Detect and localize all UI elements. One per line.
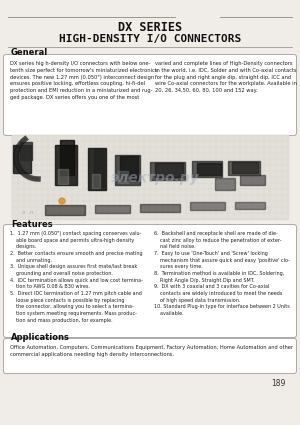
Bar [235, 202, 265, 209]
Bar [13, 145, 31, 173]
Text: HIGH-DENSITY I/O CONNECTORS: HIGH-DENSITY I/O CONNECTORS [59, 34, 241, 44]
Bar [140, 204, 180, 212]
Bar [45, 205, 85, 215]
Bar [12, 135, 288, 219]
Text: э  л: э л [22, 210, 33, 215]
Bar [115, 155, 140, 185]
Text: 1.  1.27 mm (0.050") contact spacing conserves valu-
    able board space and pe: 1. 1.27 mm (0.050") contact spacing cons… [10, 231, 143, 323]
Bar [12, 135, 288, 219]
Bar [215, 178, 235, 190]
Text: General: General [11, 48, 48, 57]
Bar [94, 149, 104, 187]
Circle shape [59, 198, 65, 204]
Bar [88, 148, 106, 190]
Bar [240, 175, 265, 185]
Bar [155, 163, 183, 177]
Bar [232, 162, 258, 173]
Bar [92, 174, 100, 188]
Bar [120, 156, 138, 180]
Text: электро.ру: электро.ру [111, 171, 199, 185]
Text: Features: Features [11, 219, 52, 229]
Bar [55, 145, 77, 185]
Bar [95, 205, 130, 213]
Text: Office Automation, Computers, Communications Equipment, Factory Automation, Home: Office Automation, Computers, Communicat… [10, 345, 293, 357]
Text: varied and complete lines of High-Density connectors
in the world, i.e. IDC, Sol: varied and complete lines of High-Densit… [155, 61, 297, 93]
FancyBboxPatch shape [4, 54, 296, 136]
FancyBboxPatch shape [4, 338, 296, 374]
Bar [58, 169, 68, 184]
Bar [20, 142, 32, 160]
Bar [118, 171, 128, 183]
Text: Applications: Applications [11, 334, 70, 343]
Bar [192, 161, 222, 177]
Text: DX SERIES: DX SERIES [118, 20, 182, 34]
Text: DX series hig h-density I/O connectors with below one-
tenth size perfect for to: DX series hig h-density I/O connectors w… [10, 61, 158, 100]
FancyBboxPatch shape [4, 224, 296, 337]
Bar [190, 202, 225, 210]
Bar [228, 161, 260, 175]
Text: 6.  Backshell and receptacle shell are made of die-
    cast zinc alloy to reduc: 6. Backshell and receptacle shell are ma… [154, 231, 290, 316]
Bar [150, 162, 185, 180]
Bar [197, 163, 221, 175]
Text: 189: 189 [272, 379, 286, 388]
Bar [60, 140, 74, 175]
